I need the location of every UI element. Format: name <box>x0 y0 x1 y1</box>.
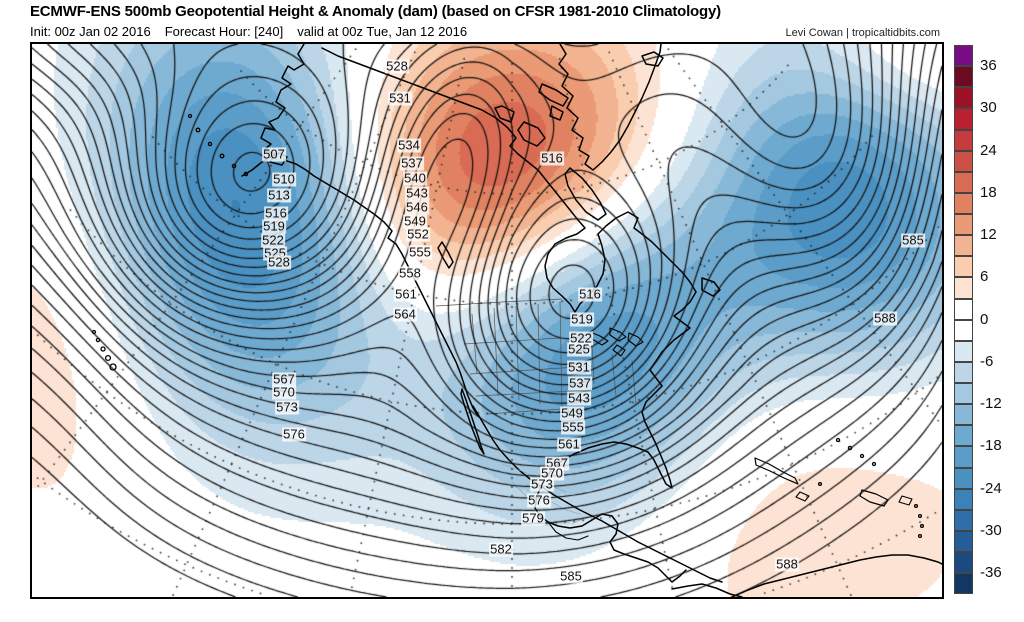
contour-label: 519 <box>262 218 286 234</box>
contour-label: 519 <box>570 311 594 327</box>
contour-label: 522 <box>569 330 593 346</box>
colorbar-cell <box>954 235 973 257</box>
contour-label: 531 <box>388 90 412 106</box>
colorbar-tick-label: -36 <box>980 564 1002 582</box>
contour-label: 585 <box>901 232 925 248</box>
contour-label: 531 <box>567 359 591 375</box>
contour-label: 522 <box>261 232 285 248</box>
colorbar-tick-label: 6 <box>980 268 989 286</box>
contour-label: 549 <box>403 213 427 229</box>
chart-title: ECMWF-ENS 500mb Geopotential Height & An… <box>30 3 721 20</box>
colorbar-cell <box>954 129 973 151</box>
contour-label: 540 <box>403 170 427 186</box>
contour-label: 528 <box>385 58 409 74</box>
colorbar-cell <box>954 509 973 531</box>
contour-label: 567 <box>272 371 296 387</box>
contour-label: 576 <box>282 426 306 442</box>
colorbar-cell <box>954 87 973 109</box>
contour-label: 570 <box>540 465 564 481</box>
colorbar-cell <box>954 277 973 299</box>
run-info-line: Init: 00z Jan 02 2016 Forecast Hour: [240… <box>30 24 481 39</box>
contour-label: 561 <box>557 436 581 452</box>
colorbar-tick-label: -12 <box>980 395 1002 413</box>
colorbar-tick-label: 12 <box>980 226 997 244</box>
contour-label: 510 <box>272 171 296 187</box>
contour-label: 564 <box>393 306 417 322</box>
colorbar-tick-label: 36 <box>980 57 997 75</box>
colorbar-cell <box>954 256 973 278</box>
colorbar-cell <box>954 361 973 383</box>
valid-time-label: valid at 00z Tue, Jan 12 2016 <box>297 24 468 39</box>
contour-label: 516 <box>578 286 602 302</box>
init-time-label: Init: 00z Jan 02 2016 <box>30 24 151 39</box>
contour-label: 552 <box>406 226 430 242</box>
credit-text: Levi Cowan | tropicaltidbits.com <box>785 27 940 39</box>
contour-label: 561 <box>394 286 418 302</box>
contour-label: 543 <box>405 185 429 201</box>
colorbar-tick-label: 18 <box>980 184 997 202</box>
colorbar-tick-label: -30 <box>980 522 1002 540</box>
contour-label: 537 <box>568 375 592 391</box>
colorbar-cell <box>954 573 973 595</box>
colorbar-cell <box>954 150 973 172</box>
contour-label: 525 <box>567 341 591 357</box>
contour-label: 576 <box>527 492 551 508</box>
contour-label: 528 <box>267 254 291 270</box>
contour-label: 546 <box>405 199 429 215</box>
contour-label: 588 <box>873 310 897 326</box>
contour-label: 549 <box>560 405 584 421</box>
colorbar-tick-label: -18 <box>980 437 1002 455</box>
contour-label: 516 <box>540 150 564 166</box>
contour-label: 537 <box>400 155 424 171</box>
colorbar-cell <box>954 552 973 574</box>
contour-label: 516 <box>264 205 288 221</box>
contour-label: 570 <box>272 384 296 400</box>
colorbar-cell <box>954 446 973 468</box>
contour-label: 534 <box>397 137 421 153</box>
contour-label: 585 <box>559 568 583 584</box>
colorbar-cell <box>954 467 973 489</box>
colorbar-tick-label: 0 <box>980 310 989 328</box>
contour-label: 507 <box>262 146 286 162</box>
contour-label: 555 <box>408 244 432 260</box>
colorbar-tick-label: -6 <box>980 353 994 371</box>
contour-label: 513 <box>267 187 291 203</box>
contour-label: 582 <box>489 541 513 557</box>
anomaly-colorbar <box>954 45 973 595</box>
colorbar-cell <box>954 192 973 214</box>
map-panel: 507 510 513 516 519 522 525 528 528 531 534 537 540 5… <box>30 42 944 599</box>
colorbar-cell <box>954 530 973 552</box>
height-contour-canvas <box>32 44 942 597</box>
forecast-hour-label: Forecast Hour: [240] <box>164 24 284 39</box>
colorbar-cell <box>954 108 973 130</box>
colorbar-cell <box>954 171 973 193</box>
contour-label: 573 <box>530 476 554 492</box>
colorbar-cell <box>954 425 973 447</box>
colorbar-tick-label: -24 <box>980 479 1002 497</box>
colorbar-cell <box>954 214 973 236</box>
contour-label: 579 <box>521 510 545 526</box>
colorbar-cell <box>954 340 973 362</box>
contour-label: 558 <box>398 265 422 281</box>
contour-label: 573 <box>275 399 299 415</box>
colorbar-cell <box>954 383 973 405</box>
contour-label: 543 <box>567 390 591 406</box>
colorbar-tick-label: 24 <box>980 141 997 159</box>
contour-label: 555 <box>561 419 585 435</box>
colorbar-cell <box>954 45 973 67</box>
colorbar-cell <box>954 488 973 510</box>
colorbar-cell <box>954 319 973 341</box>
contour-label: 588 <box>775 556 799 572</box>
colorbar-cell <box>954 66 973 88</box>
colorbar-cell <box>954 404 973 426</box>
colorbar-cell <box>954 298 973 320</box>
colorbar-tick-label: 30 <box>980 99 997 117</box>
